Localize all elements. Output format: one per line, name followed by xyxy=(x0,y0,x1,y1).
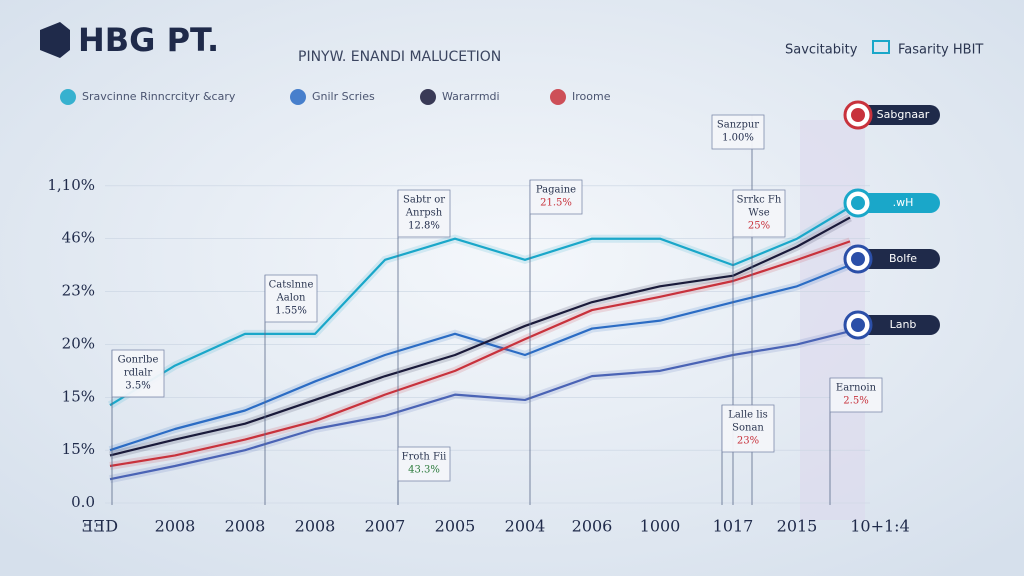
annotation-text: 23% xyxy=(737,436,759,447)
legend-swatch xyxy=(290,89,306,105)
annotation-box xyxy=(529,179,583,215)
annotation-box xyxy=(829,377,883,413)
side-pill-dot xyxy=(851,318,865,332)
legend-label[interactable]: Sravcinne Rinncrcityr &cary xyxy=(82,90,236,103)
side-pill-label: Lanb xyxy=(890,318,917,331)
y-tick-label: 20% xyxy=(62,334,95,352)
header-link[interactable]: Savcitabity xyxy=(785,43,858,58)
y-tick-label: 0.0 xyxy=(71,493,95,511)
x-tick-label: 2005 xyxy=(435,517,476,536)
x-tick-label: 2006 xyxy=(572,517,613,536)
annotation-text: Sonan xyxy=(732,423,764,434)
annotation-text: Sabtr or xyxy=(403,195,445,206)
annotation-box xyxy=(397,446,451,482)
annotation-text: 1.00% xyxy=(722,133,754,144)
legend-label[interactable]: Wararrmdi xyxy=(442,90,500,103)
annotation-text: 25% xyxy=(748,221,770,232)
side-pill-dot xyxy=(851,196,865,210)
legend-swatch xyxy=(550,89,566,105)
side-pill-label: Bolfe xyxy=(889,252,917,265)
x-tick-label: 10+1:4 xyxy=(850,517,910,536)
series-line xyxy=(109,240,851,468)
series-line xyxy=(109,206,851,407)
annotation-text: Sanzpur xyxy=(717,120,759,131)
annotation-text: Wse xyxy=(748,208,769,219)
y-tick-label: 1,10% xyxy=(47,176,95,194)
side-pill[interactable] xyxy=(858,193,940,213)
annotation-text: 3.5% xyxy=(125,381,150,392)
annotation-box xyxy=(732,189,786,238)
x-tick-label: 2007 xyxy=(365,517,406,536)
legend-label[interactable]: Gnilr Scries xyxy=(312,90,375,103)
annotation-text: Srrkc Fh xyxy=(737,195,782,206)
side-pill-label: .wH xyxy=(893,196,914,209)
annotation-text: Aalon xyxy=(276,293,306,304)
side-pill-label: Sabgnaar xyxy=(877,108,930,121)
side-pill[interactable] xyxy=(858,315,940,335)
annotation-text: 1.55% xyxy=(275,306,307,317)
annotation-box xyxy=(111,349,165,398)
annotation-text: Catslnne xyxy=(269,280,314,291)
y-tick-label: 46% xyxy=(62,229,95,247)
plot: 0.0 15% 15% 20% 23% 46% 1,10% ƎƎD 2008 2008 2008 20… xyxy=(47,89,940,536)
x-tick-label: ƎƎD xyxy=(82,517,118,536)
annotation-text: Pagaine xyxy=(536,185,576,196)
subtitle: PINYW. ENANDI MALUCETION xyxy=(298,49,501,65)
logo: HBG PT. xyxy=(78,21,219,59)
annotation-text: Anrpsh xyxy=(405,208,443,219)
legend-swatch xyxy=(60,89,76,105)
x-tick-label: 2004 xyxy=(505,517,546,536)
logo-icon xyxy=(40,22,70,58)
annotation-box xyxy=(721,404,775,453)
annotation-box xyxy=(711,114,765,150)
annotation-box xyxy=(397,189,451,238)
legend-label[interactable]: Iroome xyxy=(572,90,611,103)
annotation-text: 43.3% xyxy=(408,465,440,476)
annotation-text: Earnoin xyxy=(836,383,877,394)
x-tick-label: 2008 xyxy=(155,517,196,536)
side-pill-dot xyxy=(851,108,865,122)
header-link[interactable]: Fasarity HBIT xyxy=(898,43,983,58)
side-pill[interactable] xyxy=(858,105,940,125)
x-tick-label: 1000 xyxy=(640,517,681,536)
x-tick-label: 2015 xyxy=(777,517,818,536)
x-tick-label: 1017 xyxy=(713,517,754,536)
annotation-text: Froth Fii xyxy=(402,452,447,463)
series-line xyxy=(109,264,851,452)
y-tick-label: 23% xyxy=(62,282,95,300)
series-line xyxy=(109,330,851,481)
annotation-box xyxy=(264,274,318,323)
side-pill[interactable] xyxy=(858,249,940,269)
side-pill-dot xyxy=(851,252,865,266)
annotation-text: rdlalr xyxy=(124,368,153,379)
annotation-text: 2.5% xyxy=(843,396,868,407)
y-tick-label: 15% xyxy=(62,387,95,405)
link-icon xyxy=(872,40,890,54)
series-line xyxy=(109,216,851,457)
annotation-text: Gonrlbe xyxy=(118,355,159,366)
x-tick-label: 2008 xyxy=(295,517,336,536)
annotation-text: 21.5% xyxy=(540,198,572,209)
x-tick-label: 2008 xyxy=(225,517,266,536)
legend-swatch xyxy=(420,89,436,105)
annotation-text: Lalle lis xyxy=(728,410,768,421)
annotation-text: 12.8% xyxy=(408,221,440,232)
y-tick-label: 15% xyxy=(62,440,95,458)
